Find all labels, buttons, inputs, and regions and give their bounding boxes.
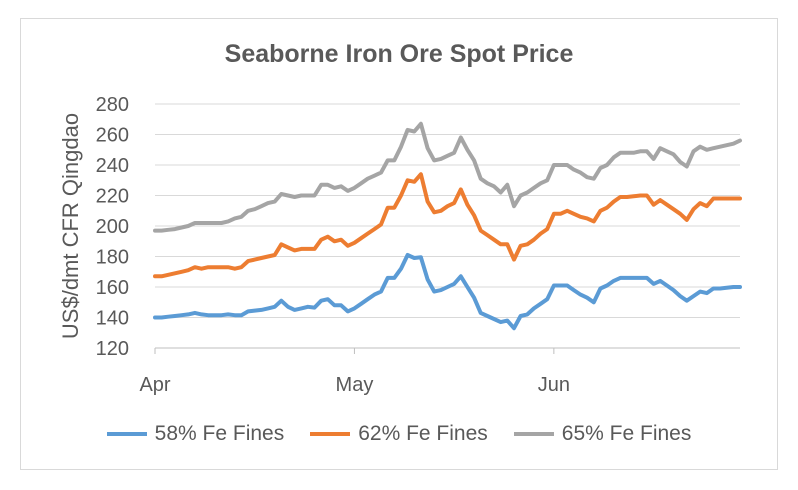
legend-label: 62% Fe Fines — [358, 422, 488, 445]
series-line-1 — [153, 172, 742, 279]
y-tick-label: 220 — [96, 186, 129, 208]
x-tick-label: Jun — [538, 374, 570, 396]
legend-label: 65% Fe Fines — [561, 422, 692, 445]
chart-title: Seaborne Iron Ore Spot Price — [224, 40, 574, 68]
legend-item: 58% Fe Fines — [106, 422, 285, 446]
y-tick-label: 280 — [96, 94, 129, 116]
legend-item: 65% Fe Fines — [513, 422, 692, 446]
y-tick-label: 120 — [96, 338, 129, 360]
y-tick-label: 140 — [96, 308, 129, 330]
legend-swatch — [310, 432, 351, 436]
y-tick-label: 160 — [96, 277, 129, 299]
x-tick-label: Apr — [139, 374, 170, 396]
legend-item: 62% Fe Fines — [310, 422, 488, 446]
y-axis-label: US$/dmt CFR Qingdao — [58, 113, 83, 339]
legend-swatch — [513, 432, 554, 436]
y-tick-label: 200 — [96, 216, 129, 238]
series-line-2 — [153, 121, 742, 233]
y-tick-label: 260 — [96, 125, 129, 147]
legend-label: 58% Fe Fines — [154, 422, 285, 445]
legend-swatch — [106, 432, 147, 436]
x-tick-label: May — [336, 374, 374, 396]
series-line-0 — [153, 253, 742, 331]
chart-legend: 58% Fe Fines 62% Fe Fines 65% Fe Fines — [0, 422, 798, 446]
y-tick-label: 180 — [96, 247, 129, 269]
chart-frame — [20, 18, 778, 470]
y-tick-label: 240 — [96, 155, 129, 177]
